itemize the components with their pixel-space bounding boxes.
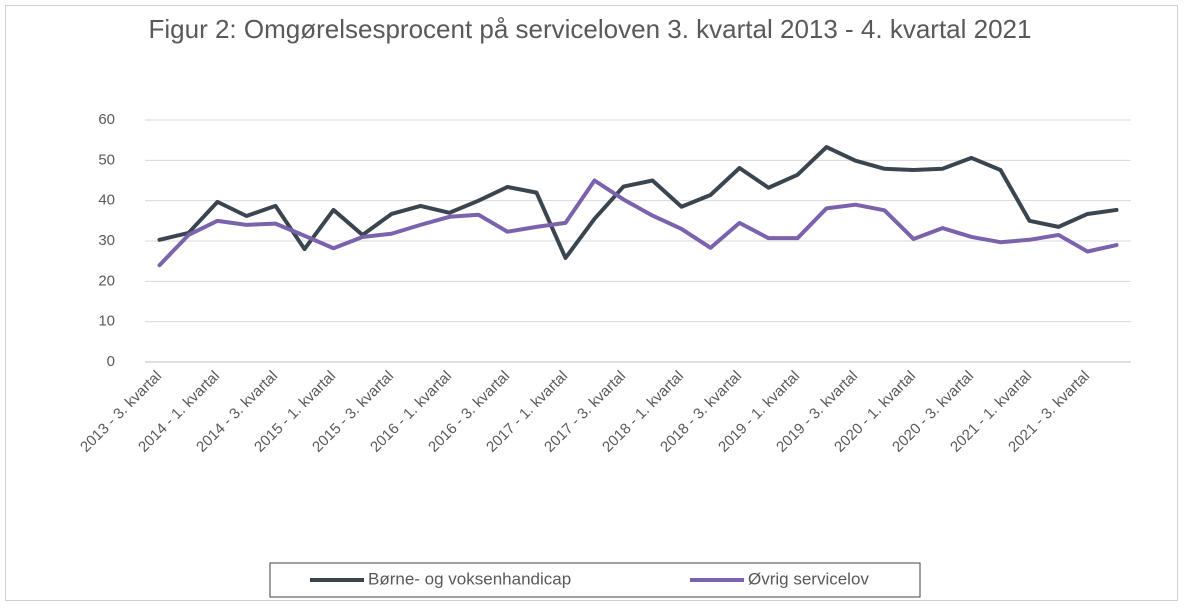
line-series (157, 178, 1119, 268)
y-tick-label: 10 (98, 313, 115, 330)
legend-label: Øvrig servicelov (748, 569, 869, 588)
y-tick-label: 60 (98, 111, 115, 128)
y-tick-label: 0 (107, 353, 115, 370)
legend: Børne- og voksenhandicap Øvrig servicelov (269, 562, 921, 598)
y-tick-label: 50 (98, 151, 115, 168)
legend-label: Børne- og voksenhandicap (368, 569, 571, 588)
y-tick-label: 20 (98, 272, 115, 289)
y-tick-label: 40 (98, 192, 115, 209)
line-series (157, 145, 1119, 260)
y-tick-label: 30 (98, 232, 115, 249)
chart-frame (5, 5, 1178, 601)
legend-box (269, 562, 921, 598)
chart-title: Figur 2: Omgørelsesprocent på servicelov… (148, 14, 1032, 44)
